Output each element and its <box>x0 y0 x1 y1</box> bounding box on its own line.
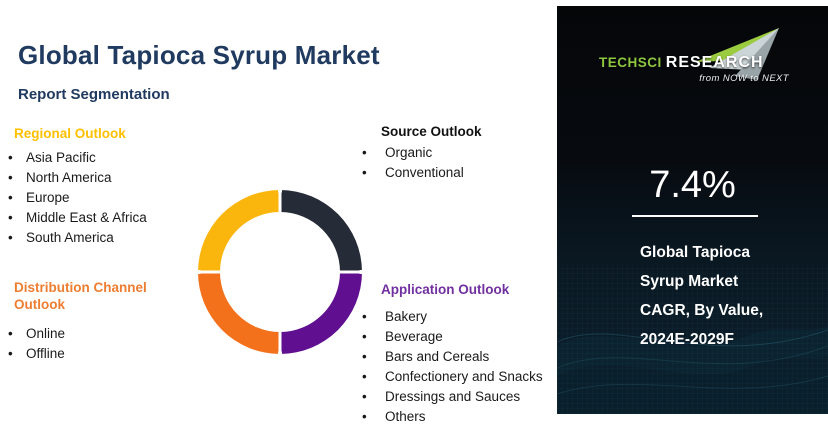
list-item: Online <box>8 324 65 344</box>
logo-brand-primary: TechSci <box>599 55 662 70</box>
regional-outlook-list: Asia Pacific North America Europe Middle… <box>8 148 147 248</box>
list-item: Middle East & Africa <box>8 208 147 228</box>
right-panel: TechSci Research from NOW to NEXT 7.4% G… <box>557 6 828 414</box>
list-item: Dressings and Sauces <box>362 387 543 407</box>
logo-brand-secondary: Research <box>665 54 764 71</box>
application-outlook-list: Bakery Beverage Bars and Cereals Confect… <box>362 307 543 427</box>
list-item: Conventional <box>362 163 464 183</box>
source-outlook-heading: Source Outlook <box>381 124 482 139</box>
logo-brand-row: TechSci Research <box>599 54 789 72</box>
list-item: Organic <box>362 143 464 163</box>
logo-tagline: from NOW to NEXT <box>699 73 789 84</box>
source-outlook-list: Organic Conventional <box>362 143 464 183</box>
techsci-logo: TechSci Research from NOW to NEXT <box>599 28 789 84</box>
caption-line: Global Tapioca <box>640 244 750 261</box>
divider-line <box>632 215 758 217</box>
regional-outlook-heading: Regional Outlook <box>14 126 126 141</box>
list-item: Beverage <box>362 327 543 347</box>
list-item: Others <box>362 407 543 427</box>
list-item: Confectionery and Snacks <box>362 367 543 387</box>
list-item: Bars and Cereals <box>362 347 543 367</box>
page-title: Global Tapioca Syrup Market <box>18 40 380 70</box>
list-item: Offline <box>8 344 65 364</box>
list-item: South America <box>8 228 147 248</box>
list-item: Asia Pacific <box>8 148 147 168</box>
cagr-caption: Global Tapioca Syrup Market CAGR, By Val… <box>640 238 763 354</box>
list-item: Bakery <box>362 307 543 327</box>
donut-chart <box>198 190 362 354</box>
report-segmentation-subtitle: Report Segmentation <box>18 86 170 103</box>
cagr-value: 7.4% <box>649 164 736 206</box>
list-item: Europe <box>8 188 147 208</box>
paper-plane-icon <box>695 28 779 80</box>
list-item: North America <box>8 168 147 188</box>
wave-texture <box>557 326 828 414</box>
caption-line: 2024E-2029F <box>640 331 734 348</box>
caption-line: CAGR, By Value, <box>640 302 764 319</box>
distribution-channel-list: Online Offline <box>8 324 65 364</box>
application-outlook-heading: Application Outlook <box>381 282 510 297</box>
distribution-channel-outlook-heading: Distribution Channel Outlook <box>14 280 147 312</box>
caption-line: Syrup Market <box>640 273 739 290</box>
